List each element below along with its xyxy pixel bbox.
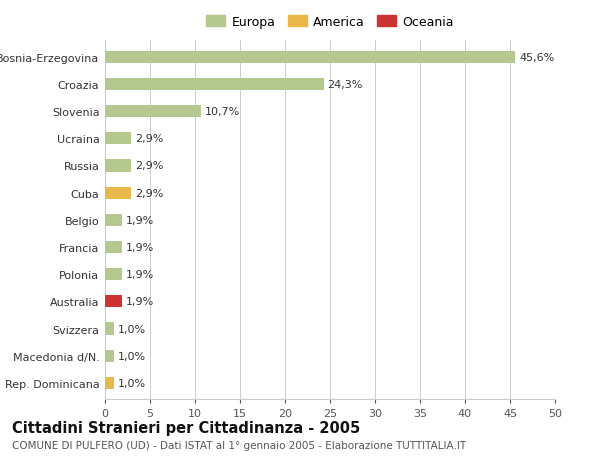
- Bar: [105, 106, 202, 118]
- Text: 24,3%: 24,3%: [328, 80, 362, 90]
- Text: 1,9%: 1,9%: [126, 269, 154, 280]
- Text: 2,9%: 2,9%: [134, 161, 163, 171]
- Bar: [105, 78, 324, 91]
- Text: 1,0%: 1,0%: [118, 351, 146, 361]
- Bar: [105, 133, 131, 145]
- Bar: [105, 323, 114, 335]
- Text: 1,9%: 1,9%: [126, 215, 154, 225]
- Text: 45,6%: 45,6%: [519, 53, 554, 62]
- Bar: [105, 187, 131, 199]
- Text: 10,7%: 10,7%: [205, 107, 240, 117]
- Bar: [105, 241, 122, 253]
- Legend: Europa, America, Oceania: Europa, America, Oceania: [204, 13, 456, 32]
- Bar: [105, 377, 114, 389]
- Text: 1,0%: 1,0%: [118, 324, 146, 334]
- Text: 2,9%: 2,9%: [134, 188, 163, 198]
- Text: 2,9%: 2,9%: [134, 134, 163, 144]
- Bar: [105, 269, 122, 280]
- Bar: [105, 296, 122, 308]
- Text: 1,9%: 1,9%: [126, 242, 154, 252]
- Text: 1,9%: 1,9%: [126, 297, 154, 307]
- Text: Cittadini Stranieri per Cittadinanza - 2005: Cittadini Stranieri per Cittadinanza - 2…: [12, 420, 360, 435]
- Bar: [105, 350, 114, 362]
- Text: 1,0%: 1,0%: [118, 378, 146, 388]
- Text: COMUNE DI PULFERO (UD) - Dati ISTAT al 1° gennaio 2005 - Elaborazione TUTTITALIA: COMUNE DI PULFERO (UD) - Dati ISTAT al 1…: [12, 440, 466, 450]
- Bar: [105, 51, 515, 64]
- Bar: [105, 214, 122, 226]
- Bar: [105, 160, 131, 172]
